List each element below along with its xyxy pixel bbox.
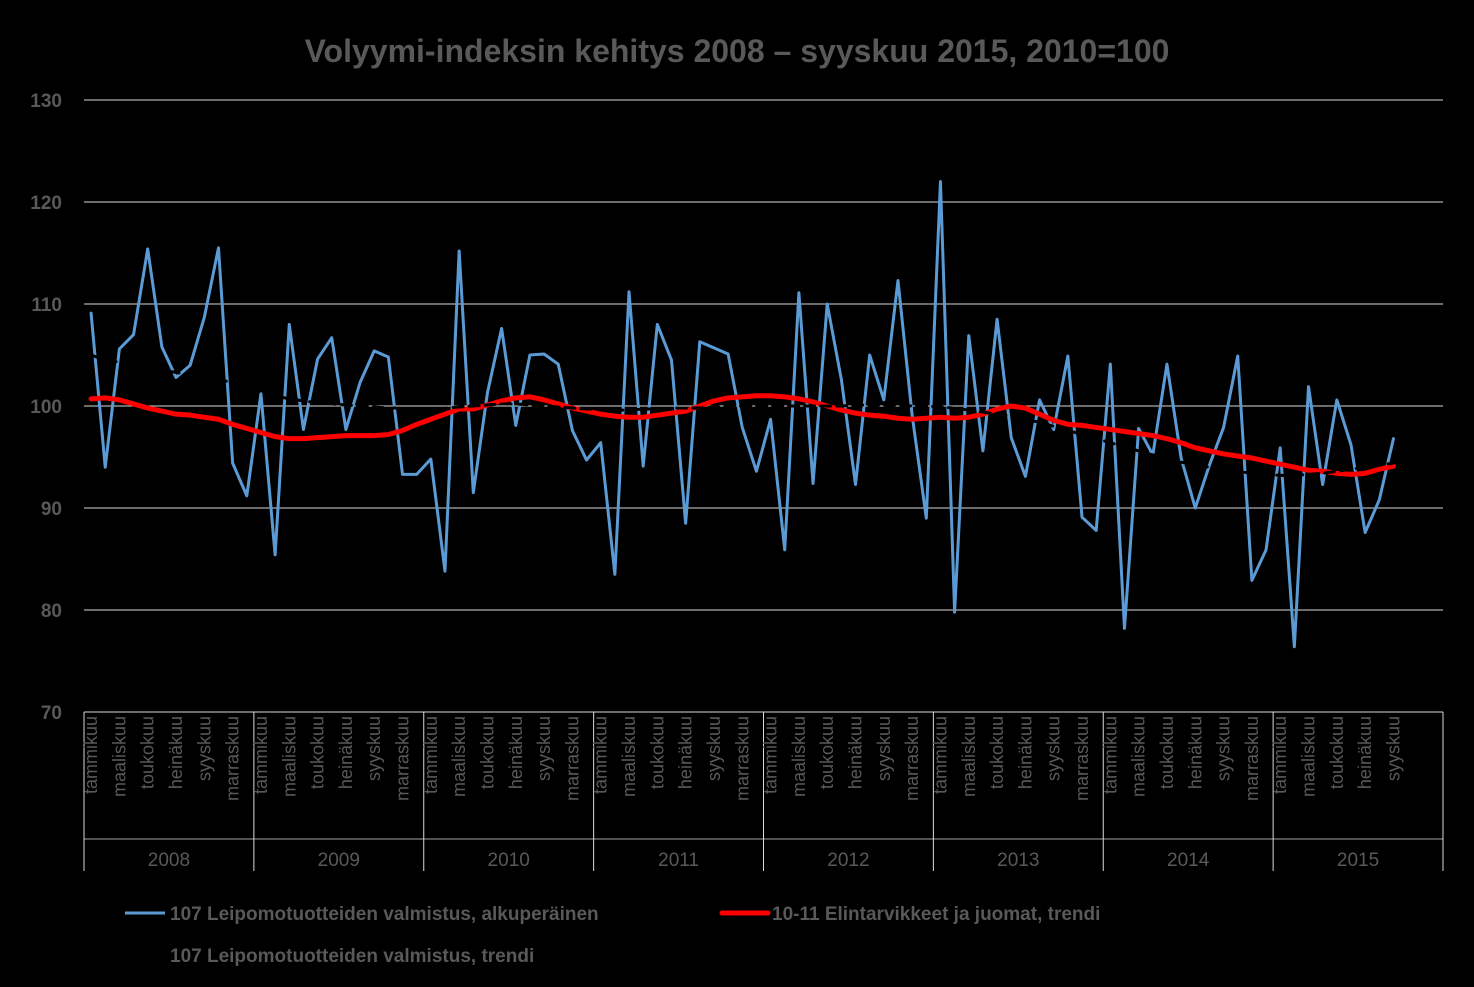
x-tick-label: tammikuu [591, 716, 611, 794]
series-line-original [89, 180, 1395, 649]
x-tick-label: syyskuu [874, 716, 894, 781]
x-tick-label: syyskuu [534, 716, 554, 781]
x-tick-label: marraskuu [1242, 716, 1262, 801]
legend-item-bakery-trend[interactable]: 107 Leipomotuotteiden valmistus, trendi [125, 946, 534, 967]
x-tick-label: toukokuu [647, 716, 667, 789]
y-tick-label: 100 [30, 397, 62, 418]
x-tick-label: tammikuu [1100, 716, 1120, 794]
x-tick-label: heinäkuu [166, 716, 186, 789]
x-tick-label: heinäkuu [1185, 716, 1205, 789]
x-tick-label: toukokuu [817, 716, 837, 789]
x-year-label: 2014 [1167, 850, 1210, 871]
x-tick-label: tammikuu [1270, 716, 1290, 794]
x-tick-label: heinäkuu [336, 716, 356, 789]
x-tick-label: heinäkuu [1355, 716, 1375, 789]
x-tick-label: heinäkuu [846, 716, 866, 789]
y-axis-ticks: 70 80 90 100 110 120 130 [30, 91, 62, 724]
x-year-label: 2008 [148, 850, 190, 871]
chart-title: Volyymi-indeksin kehitys 2008 – syyskuu … [305, 33, 1170, 69]
y-tick-label: 90 [41, 499, 62, 520]
x-tick-label: toukokuu [1157, 716, 1177, 789]
x-tick-label: tammikuu [930, 716, 950, 794]
x-tick-label: maaliskuu [959, 716, 979, 797]
y-tick-label: 70 [41, 703, 62, 724]
legend-item-original[interactable]: 107 Leipomotuotteiden valmistus, alkuper… [125, 904, 599, 925]
x-tick-label: tammikuu [81, 716, 101, 794]
y-tick-label: 130 [30, 91, 62, 112]
x-tick-label: toukokuu [1327, 716, 1347, 789]
x-tick-label: toukokuu [987, 716, 1007, 789]
x-tick-label: marraskuu [902, 716, 922, 801]
x-year-label: 2011 [658, 850, 699, 871]
x-tick-label: syyskuu [1214, 716, 1234, 781]
x-tick-label: maaliskuu [619, 716, 639, 797]
x-tick-label: marraskuu [393, 716, 413, 801]
x-tick-label: maaliskuu [279, 716, 299, 797]
x-tick-label: syyskuu [1044, 716, 1064, 781]
x-tick-label: toukokuu [138, 716, 158, 789]
series-lines [88, 180, 1396, 649]
x-tick-label: maaliskuu [1299, 716, 1319, 797]
x-tick-label: maaliskuu [1129, 716, 1149, 797]
x-year-label: 2015 [1337, 850, 1379, 871]
x-year-label: 2013 [997, 850, 1039, 871]
y-tick-label: 120 [30, 193, 62, 214]
x-tick-label: tammikuu [251, 716, 271, 794]
x-tick-label: maaliskuu [449, 716, 469, 797]
x-tick-label: heinäkuu [676, 716, 696, 789]
x-year-label: 2010 [488, 850, 530, 871]
series-line-food-trend [88, 393, 1396, 477]
legend-label-food-trend: 10-11 Elintarvikkeet ja juomat, trendi [772, 904, 1100, 925]
legend-item-food-trend[interactable]: 10-11 Elintarvikkeet ja juomat, trendi [719, 904, 1100, 925]
x-tick-label: marraskuu [223, 716, 243, 801]
x-tick-label: marraskuu [732, 716, 752, 801]
x-tick-label: heinäkuu [506, 716, 526, 789]
x-tick-label: syyskuu [704, 716, 724, 781]
x-tick-label: toukokuu [477, 716, 497, 789]
x-tick-label: marraskuu [562, 716, 582, 801]
x-axis: tammikuu maaliskuu toukokuu heinäkuu syyskuu… [81, 711, 1444, 871]
legend-label-bakery-trend: 107 Leipomotuotteiden valmistus, trendi [170, 946, 534, 967]
x-tick-label: tammikuu [761, 716, 781, 794]
x-tick-label: heinäkuu [1015, 716, 1035, 789]
y-tick-label: 80 [41, 601, 62, 622]
x-tick-label: maaliskuu [109, 716, 129, 797]
x-tick-label: toukokuu [308, 716, 328, 789]
x-year-label: 2009 [318, 850, 360, 871]
y-tick-label: 110 [31, 295, 62, 316]
legend: 107 Leipomotuotteiden valmistus, alkuper… [125, 904, 1100, 967]
x-tick-label: syyskuu [1383, 716, 1403, 781]
x-tick-label: syyskuu [364, 716, 384, 781]
x-year-label: 2012 [827, 850, 869, 871]
x-tick-label: maaliskuu [789, 716, 809, 797]
x-tick-label: tammikuu [421, 716, 441, 794]
series-line-bakery-trend [89, 353, 1395, 477]
x-tick-label: syyskuu [194, 716, 214, 781]
legend-label-original: 107 Leipomotuotteiden valmistus, alkuper… [170, 904, 599, 925]
x-tick-label: marraskuu [1072, 716, 1092, 801]
